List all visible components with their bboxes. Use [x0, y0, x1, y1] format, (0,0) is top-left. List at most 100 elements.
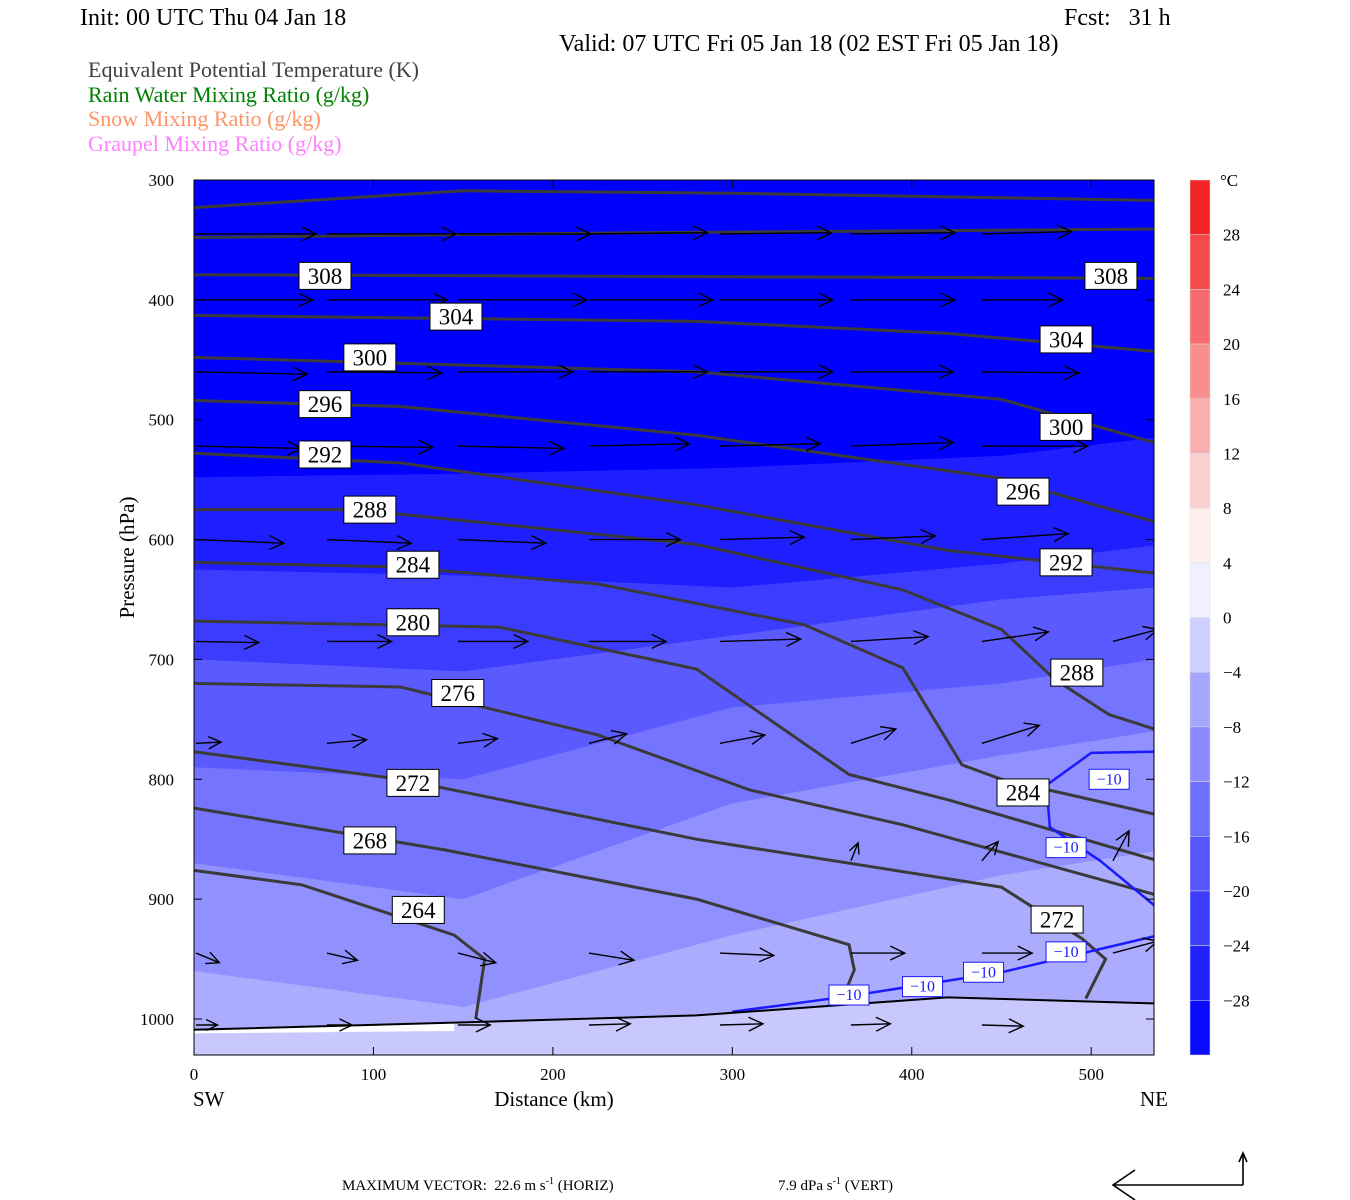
wind-vector: [195, 951, 221, 965]
wind-vector: [195, 634, 261, 650]
vert-vector-value: 7.9 dPa s: [778, 1178, 833, 1194]
y-tick-label: 900: [149, 890, 175, 909]
contour-label-box: [429, 302, 483, 331]
wind-vector: [850, 364, 955, 380]
contour-label: 288: [353, 498, 388, 523]
vert-exponent: -1: [832, 1176, 841, 1187]
wind-vector: [588, 436, 692, 452]
colorbar-bin: [1189, 1000, 1211, 1056]
colorbar-tick-label: −8: [1223, 718, 1241, 737]
colorbar-bin: [1189, 234, 1211, 290]
wind-vector: [850, 1016, 893, 1032]
wind-vector: [457, 535, 548, 551]
theta-e-contour-288: [194, 508, 1154, 731]
below-ground-fill: [194, 997, 1154, 1055]
contour-label-box: [1039, 548, 1093, 577]
legend-graupel: Graupel Mixing Ratio (g/kg): [88, 131, 342, 156]
wind-vector: [981, 626, 1050, 643]
wind-vector: [588, 633, 668, 650]
wind-vector: [195, 366, 309, 382]
colorbar-bin: [1189, 289, 1211, 345]
contour-label: 292: [1049, 550, 1084, 575]
wind-vector: [850, 435, 955, 451]
theta-e-contour-268: [194, 806, 856, 1006]
contour-label-box: [386, 608, 440, 637]
y-tick-label: 700: [149, 650, 175, 669]
max-vector-title: MAXIMUM VECTOR:: [342, 1178, 487, 1194]
contour-label: 296: [1006, 480, 1041, 505]
wind-vector: [196, 292, 315, 308]
colorbar-tick-label: −12: [1223, 773, 1250, 792]
contour-label: 288: [1060, 661, 1095, 686]
wind-vector: [326, 226, 458, 242]
wind-vector: [719, 730, 767, 745]
contour-label-box: [386, 768, 440, 797]
left-end-label: SW: [193, 1087, 225, 1111]
y-tick-label: 800: [149, 770, 175, 789]
wind-vector: [981, 292, 1065, 308]
contour-label-box: [1050, 658, 1104, 687]
wind-vector: [326, 1018, 354, 1032]
contour-label-box: [343, 826, 397, 855]
colorbar-bin: [1189, 726, 1211, 782]
wind-vector: [719, 947, 776, 963]
contour-label-box: [431, 678, 485, 707]
wind-vector: [326, 633, 394, 650]
wind-vector: [457, 440, 566, 456]
colorbar-bin: [1189, 453, 1211, 509]
colorbar-tick-label: 4: [1223, 554, 1232, 573]
contour-label-box: [1030, 905, 1084, 934]
legend-snow: Snow Mixing Ratio (g/kg): [88, 106, 321, 131]
wind-vector: [850, 629, 930, 646]
vert-unit: (VERT): [844, 1178, 893, 1194]
wind-vector: [981, 722, 1041, 744]
y-tick-label: 300: [149, 171, 175, 190]
wind-vector: [588, 531, 683, 548]
colorbar-tick-label: 16: [1223, 390, 1240, 409]
wind-vector: [850, 225, 957, 241]
contour-label-box: [1045, 941, 1087, 963]
contour-label: 300: [1049, 415, 1084, 440]
legend-theta-e: Equivalent Potential Temperature (K): [88, 57, 419, 82]
contour-label-box: [828, 984, 870, 1006]
wind-vector: [981, 224, 1074, 240]
colorbar-tick-label: −24: [1223, 937, 1250, 956]
wind-vector: [719, 1016, 765, 1032]
x-tick-label: 0: [190, 1065, 199, 1084]
wind-vector: [588, 364, 710, 380]
wind-vector: [981, 526, 1070, 543]
contour-label-box: [386, 550, 440, 579]
contour-label: −10: [836, 987, 861, 1004]
colorbar-tick-label: 8: [1223, 499, 1232, 518]
contour-label: 304: [1049, 327, 1084, 352]
x-tick-label: 500: [1078, 1065, 1104, 1084]
colorbar-tick-label: −20: [1223, 882, 1250, 901]
legend-rain: Rain Water Mixing Ratio (g/kg): [88, 82, 370, 107]
wind-vector: [588, 729, 629, 745]
contour-label: 308: [308, 264, 343, 289]
contour-label-box: [298, 261, 352, 290]
contour-label: 304: [439, 305, 474, 330]
wind-vector: [588, 950, 636, 966]
colorbar-tick-label: −16: [1223, 827, 1250, 846]
theta-e-contour-276: [194, 681, 1154, 896]
wind-vector: [196, 1018, 220, 1032]
colorbar-tick-label: 20: [1223, 335, 1240, 354]
wind-vector: [848, 841, 860, 862]
wind-vector: [196, 226, 318, 242]
y-axis-label: Pressure (hPa): [115, 497, 139, 619]
colorbar-bin: [1189, 781, 1211, 837]
wind-vector: [1112, 937, 1154, 954]
y-tick-label: 600: [149, 531, 175, 550]
colorbar-unit: °C: [1220, 171, 1238, 190]
wind-vector: [981, 438, 1090, 454]
wind-vector: [719, 225, 833, 241]
wind-vector: [457, 364, 575, 380]
wind-vector: [719, 529, 806, 546]
wind-vector: [850, 726, 898, 744]
wind-vector: [981, 840, 1000, 862]
colorbar-bin: [1189, 945, 1211, 1001]
contour-label-box: [1039, 412, 1093, 441]
contour-label: 272: [396, 771, 431, 796]
colorbar-bin: [1189, 671, 1211, 728]
